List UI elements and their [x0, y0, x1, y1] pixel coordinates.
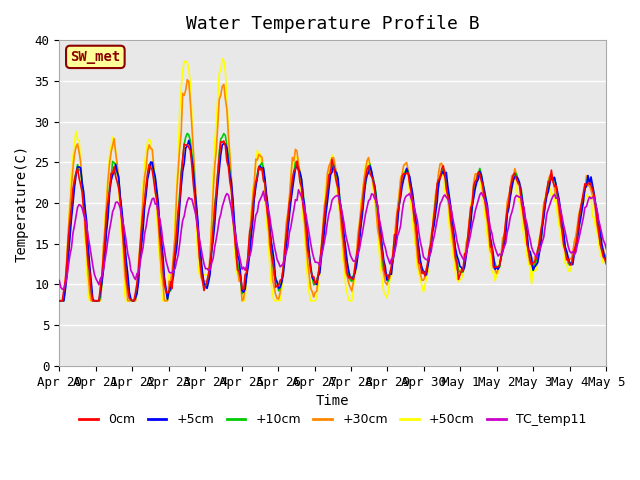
+5cm	[296, 169, 304, 175]
+5cm	[248, 233, 255, 239]
0cm	[248, 223, 255, 228]
Line: +30cm: +30cm	[60, 80, 606, 301]
+5cm	[56, 298, 63, 304]
+30cm	[56, 298, 63, 304]
0cm	[122, 275, 130, 280]
Y-axis label: Temperature(C): Temperature(C)	[15, 144, 29, 262]
+30cm	[122, 283, 130, 289]
TC_temp11	[220, 199, 228, 204]
+10cm	[602, 256, 610, 262]
+30cm	[573, 223, 581, 229]
+10cm	[296, 170, 304, 176]
Line: TC_temp11: TC_temp11	[60, 190, 606, 289]
Legend: 0cm, +5cm, +10cm, +30cm, +50cm, TC_temp11: 0cm, +5cm, +10cm, +30cm, +50cm, TC_temp1…	[74, 408, 591, 432]
Line: +5cm: +5cm	[60, 141, 606, 301]
0cm	[218, 139, 226, 145]
+30cm	[184, 77, 191, 83]
+10cm	[56, 298, 63, 304]
+10cm	[122, 263, 130, 268]
0cm	[238, 285, 246, 291]
TC_temp11	[124, 251, 132, 257]
+30cm	[602, 252, 610, 257]
0cm	[296, 180, 304, 185]
+30cm	[296, 169, 304, 175]
0cm	[602, 261, 610, 267]
+5cm	[573, 239, 581, 244]
+50cm	[122, 298, 130, 304]
0cm	[220, 138, 228, 144]
+50cm	[220, 58, 228, 64]
Line: +50cm: +50cm	[60, 59, 606, 301]
+10cm	[573, 232, 581, 238]
+10cm	[238, 291, 246, 297]
+50cm	[248, 208, 255, 214]
+30cm	[248, 213, 255, 218]
TC_temp11	[58, 287, 66, 292]
TC_temp11	[298, 194, 305, 200]
Line: 0cm: 0cm	[60, 141, 606, 301]
+10cm	[248, 225, 255, 230]
+50cm	[56, 298, 63, 304]
TC_temp11	[294, 187, 302, 192]
TC_temp11	[248, 248, 255, 253]
TC_temp11	[602, 246, 610, 252]
TC_temp11	[238, 266, 246, 272]
+30cm	[238, 298, 246, 304]
Text: SW_met: SW_met	[70, 50, 120, 64]
Line: +10cm: +10cm	[60, 133, 606, 301]
+30cm	[220, 82, 228, 87]
TC_temp11	[56, 277, 63, 283]
+50cm	[296, 179, 304, 184]
+5cm	[122, 259, 130, 264]
0cm	[56, 298, 63, 304]
+10cm	[220, 131, 228, 136]
+5cm	[238, 288, 246, 293]
+10cm	[184, 131, 191, 136]
+5cm	[185, 138, 193, 144]
+50cm	[573, 235, 581, 240]
+50cm	[602, 258, 610, 264]
+5cm	[220, 141, 228, 146]
TC_temp11	[575, 236, 582, 242]
Title: Water Temperature Profile B: Water Temperature Profile B	[186, 15, 479, 33]
X-axis label: Time: Time	[316, 394, 349, 408]
+50cm	[238, 298, 246, 304]
0cm	[573, 232, 581, 238]
+50cm	[218, 56, 226, 61]
+5cm	[602, 258, 610, 264]
